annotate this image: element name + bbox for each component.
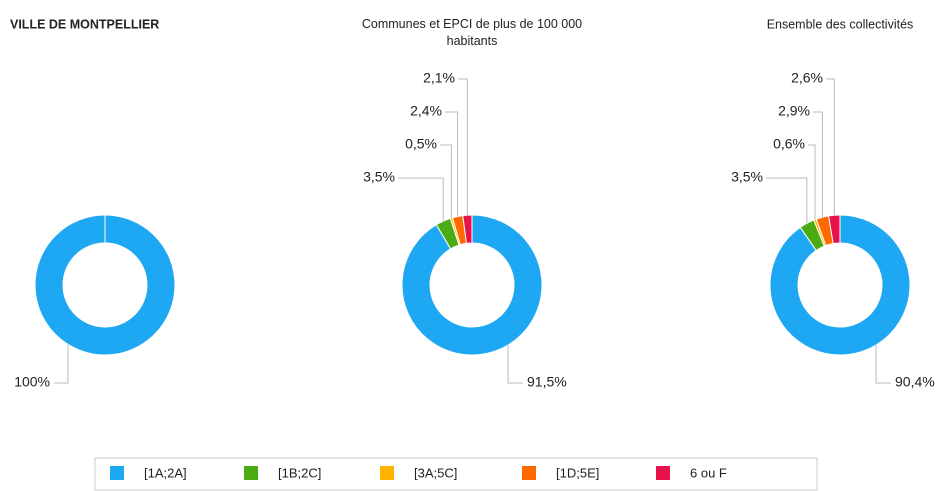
legend-label: 6 ou F xyxy=(690,465,727,480)
data-label: 3,5% xyxy=(363,169,395,185)
chart-title: Ensemble des collectivités xyxy=(767,17,914,31)
data-label: 0,5% xyxy=(405,136,437,152)
data-label: 2,6% xyxy=(791,70,823,86)
legend-swatch xyxy=(656,466,670,480)
legend-label: [1A;2A] xyxy=(144,465,187,480)
legend-swatch xyxy=(380,466,394,480)
legend-label: [3A;5C] xyxy=(414,465,457,480)
data-label: 2,4% xyxy=(410,103,442,119)
data-label: 90,4% xyxy=(895,374,935,390)
leader-line xyxy=(54,344,69,384)
leader-line xyxy=(813,111,823,218)
legend-box xyxy=(94,457,818,491)
chart-title: Communes et EPCI de plus de 100 000 habit… xyxy=(362,17,582,48)
legend-swatch xyxy=(244,466,258,480)
legend-label: [1B;2C] xyxy=(278,465,321,480)
donut-slice xyxy=(769,214,911,356)
leader-line xyxy=(766,177,808,224)
data-label: 91,5% xyxy=(527,374,567,390)
legend-label: [1D;5E] xyxy=(556,465,599,480)
donut-slice xyxy=(401,214,543,356)
leader-line xyxy=(826,78,835,216)
donut-slice xyxy=(34,214,176,356)
data-label: 3,5% xyxy=(731,169,763,185)
legend-swatch xyxy=(110,466,124,480)
leader-line xyxy=(808,144,816,220)
data-label: 100% xyxy=(14,374,50,390)
donut-slice xyxy=(828,214,841,245)
donut-slice xyxy=(462,214,473,244)
leader-line xyxy=(458,78,468,216)
leader-line xyxy=(398,177,444,222)
leader-line xyxy=(440,144,452,219)
chart-title: VILLE DE MONTPELLIER xyxy=(10,17,159,31)
leader-line xyxy=(507,344,523,384)
legend-swatch xyxy=(522,466,536,480)
leader-line xyxy=(875,344,891,384)
data-label: 0,6% xyxy=(773,136,805,152)
leader-line xyxy=(445,111,459,217)
data-label: 2,1% xyxy=(423,70,455,86)
data-label: 2,9% xyxy=(778,103,810,119)
